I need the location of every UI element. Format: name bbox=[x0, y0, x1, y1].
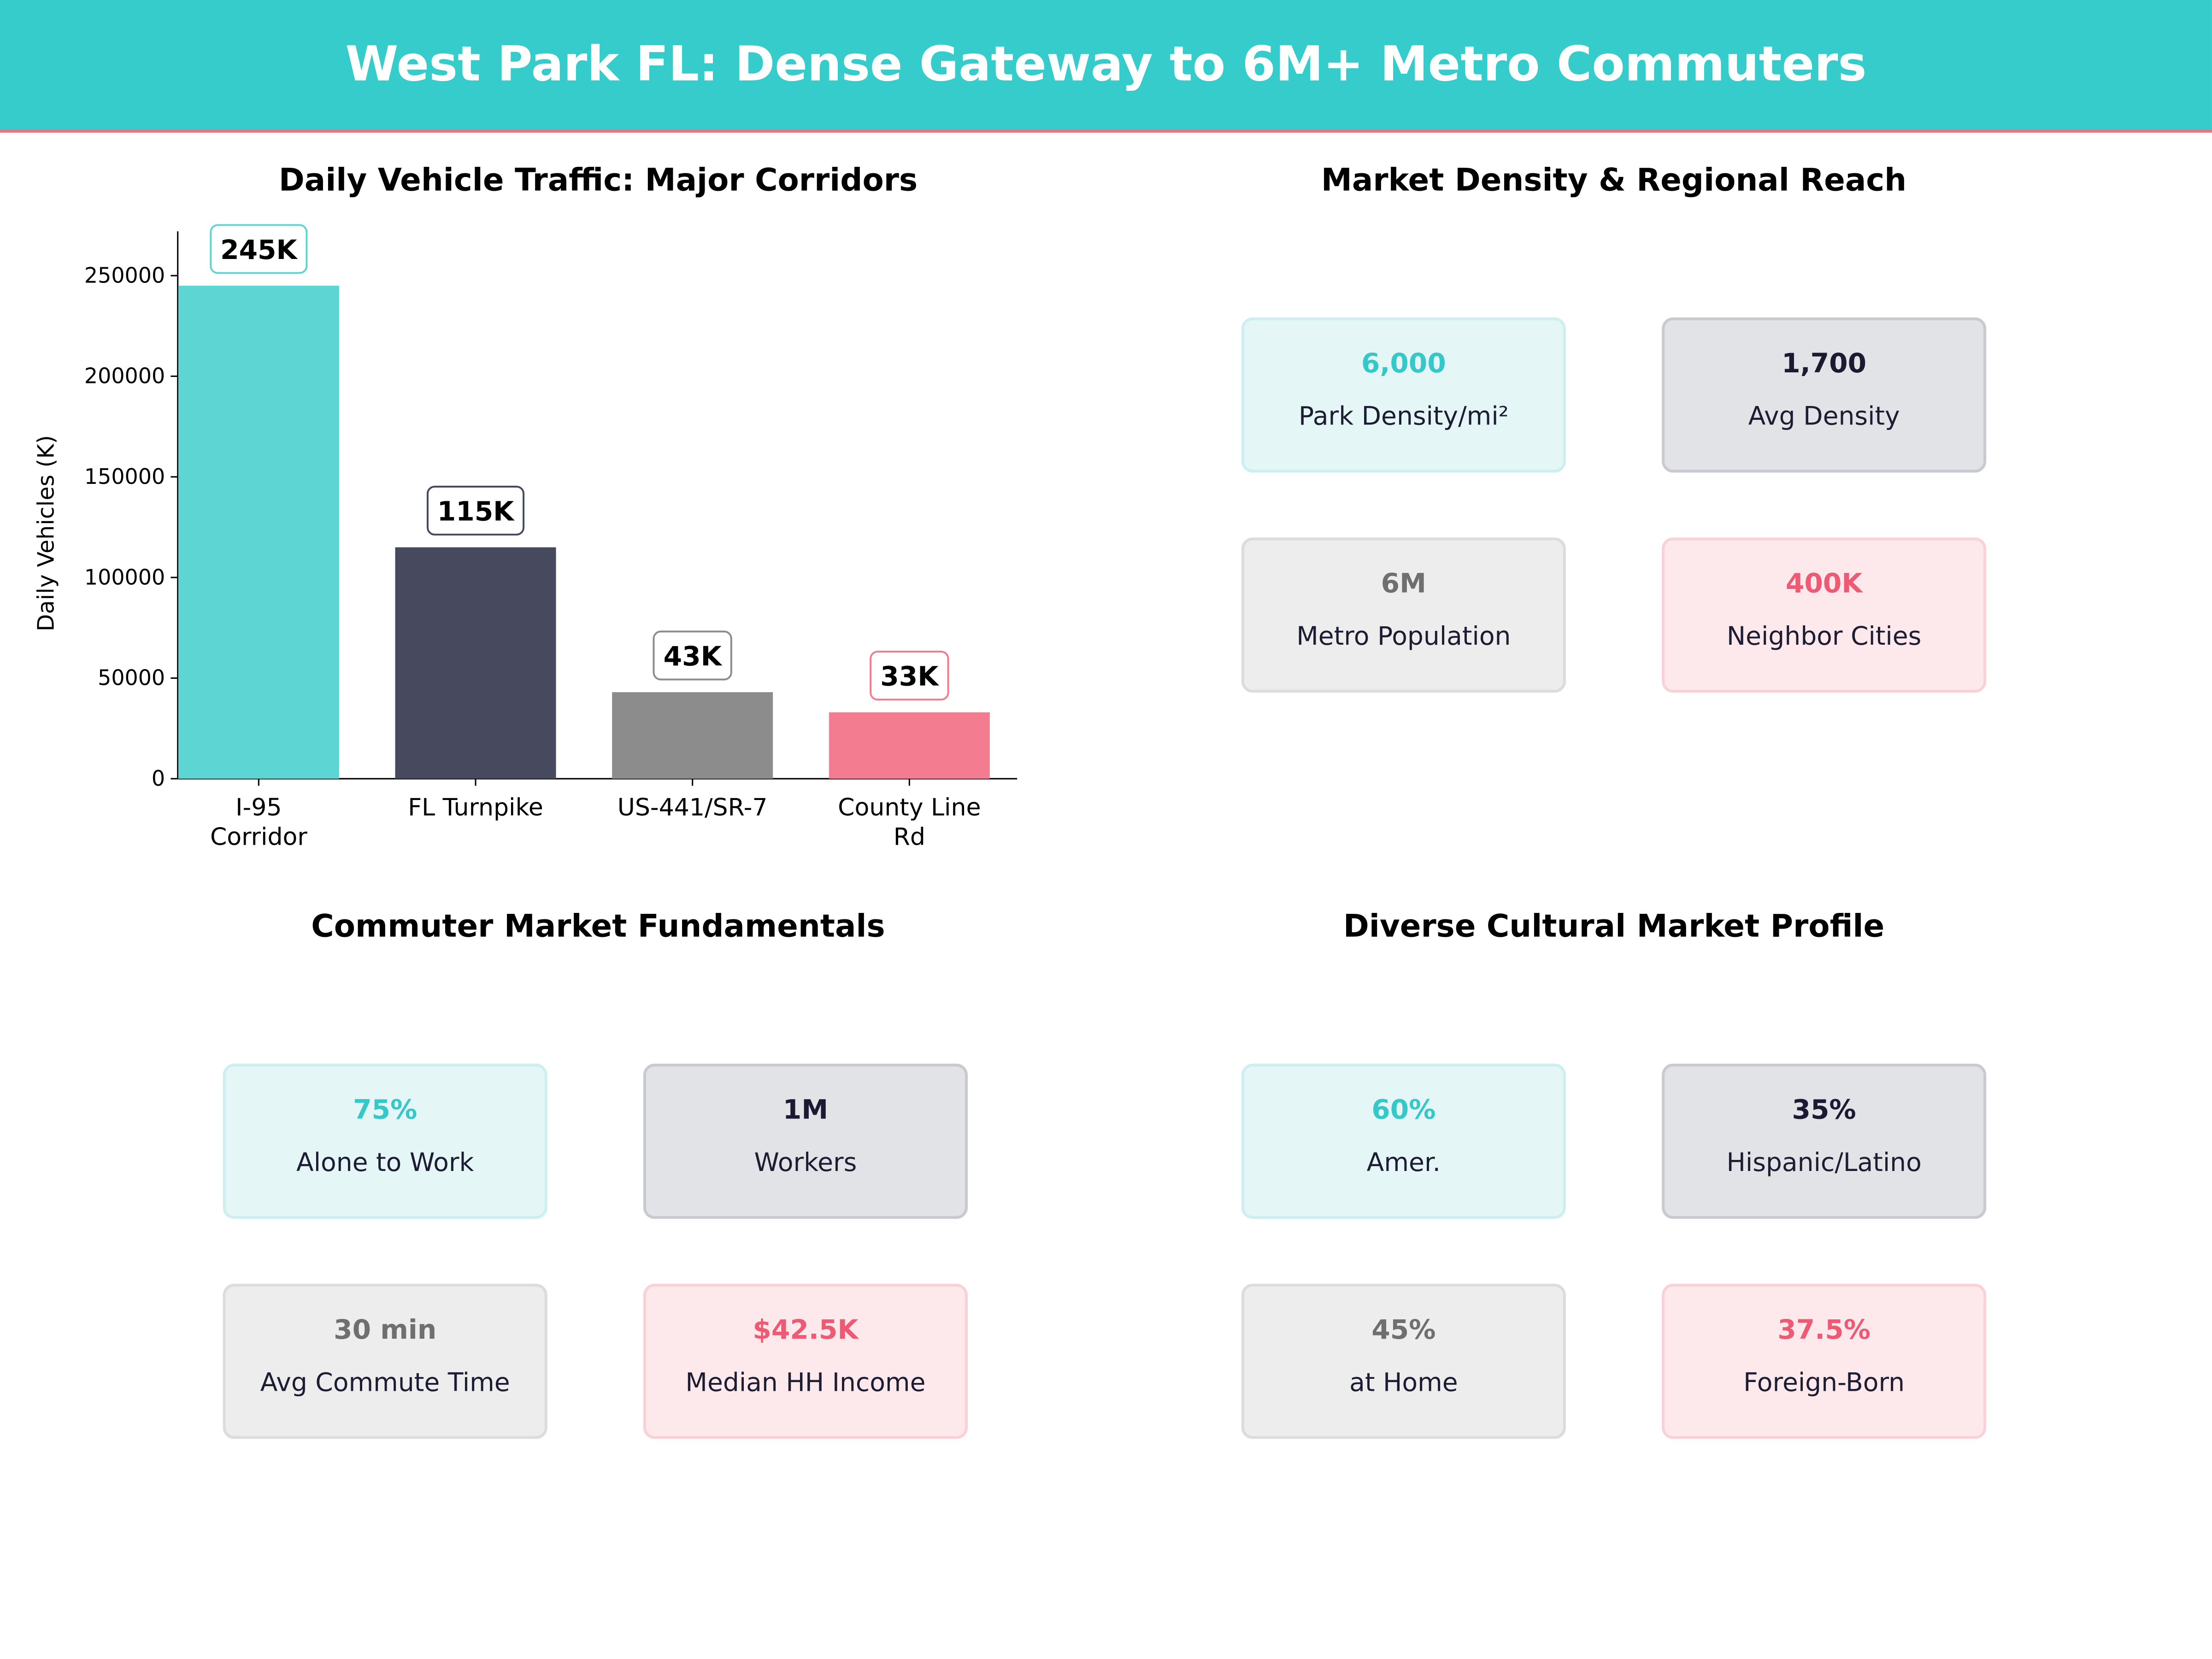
page-title: West Park FL: Dense Gateway to 6M+ Metro… bbox=[345, 36, 1867, 94]
metric-value: 6M bbox=[1381, 568, 1427, 600]
metric-card: 45% at Home bbox=[1241, 1283, 1566, 1439]
x-tick-label: I-95 bbox=[235, 794, 282, 821]
metric-label: Avg Density bbox=[1748, 402, 1900, 432]
metric-value: 400K bbox=[1785, 568, 1863, 600]
y-tick-label: 100000 bbox=[84, 565, 165, 589]
metric-label: Metro Population bbox=[1296, 622, 1511, 652]
y-tick-label: 150000 bbox=[84, 464, 165, 489]
data-label: 115K bbox=[437, 495, 515, 527]
metric-value: 6,000 bbox=[1361, 348, 1446, 380]
metric-card: 6M Metro Population bbox=[1241, 537, 1566, 693]
bar bbox=[178, 285, 339, 779]
metric-card: 75% Alone to Work bbox=[223, 1064, 547, 1219]
chart-title: Daily Vehicle Traffic: Major Corridors bbox=[278, 164, 918, 199]
metric-value: 35% bbox=[1792, 1094, 1856, 1126]
metric-card: 37.5% Foreign-Born bbox=[1662, 1283, 1987, 1439]
metric-card: 400K Neighbor Cities bbox=[1662, 537, 1987, 693]
x-tick-label: Rd bbox=[894, 824, 925, 851]
y-tick-label: 50000 bbox=[98, 665, 165, 690]
metric-card: 1M Workers bbox=[643, 1064, 968, 1219]
metric-value: $42.5K bbox=[753, 1315, 859, 1346]
panel-title-cultural: Diverse Cultural Market Profile bbox=[1343, 910, 1885, 946]
data-label-box bbox=[870, 651, 949, 701]
metric-value: 45% bbox=[1371, 1315, 1436, 1346]
data-label-box bbox=[653, 630, 732, 681]
metric-label: Avg Commute Time bbox=[260, 1368, 510, 1398]
traffic-bar-chart: 0 50000 100000 150000 200000 250000 Daily Vehi… bbox=[33, 224, 1018, 851]
metric-card: 1,700 Avg Density bbox=[1662, 317, 1987, 473]
panel-title-market-density: Market Density & Regional Reach bbox=[1321, 164, 1907, 199]
metric-card: 35% Hispanic/Latino bbox=[1662, 1064, 1987, 1219]
bar bbox=[612, 692, 773, 779]
metric-value: 30 min bbox=[334, 1315, 437, 1346]
data-label: 245K bbox=[220, 234, 298, 265]
data-label: 33K bbox=[880, 661, 939, 692]
metric-label: Workers bbox=[754, 1148, 857, 1178]
data-label-box bbox=[426, 485, 525, 536]
y-tick-label: 0 bbox=[152, 766, 165, 791]
bar bbox=[395, 547, 556, 779]
metric-value: 1M bbox=[782, 1094, 829, 1126]
metric-value: 1,700 bbox=[1782, 348, 1867, 380]
header-banner: West Park FL: Dense Gateway to 6M+ Metro… bbox=[0, 0, 2212, 133]
metric-label: Hispanic/Latino bbox=[1726, 1148, 1922, 1178]
metric-label: Park Density/mi² bbox=[1299, 402, 1509, 432]
metric-label: Amer. bbox=[1366, 1148, 1441, 1178]
metric-card: $42.5K Median HH Income bbox=[643, 1283, 968, 1439]
y-tick-label: 200000 bbox=[84, 364, 165, 388]
y-tick-label: 250000 bbox=[84, 263, 165, 288]
x-tick-label: County Line bbox=[838, 794, 981, 821]
metric-label: Alone to Work bbox=[296, 1148, 474, 1178]
data-label: 43K bbox=[664, 641, 723, 672]
metric-card: 60% Amer. bbox=[1241, 1064, 1566, 1219]
metric-value: 60% bbox=[1371, 1094, 1436, 1126]
metric-label: Median HH Income bbox=[685, 1368, 926, 1398]
metric-label: Foreign-Born bbox=[1743, 1368, 1905, 1398]
metric-card: 6,000 Park Density/mi² bbox=[1241, 317, 1566, 473]
x-tick-label: US-441/SR-7 bbox=[618, 794, 768, 821]
y-axis-label: Daily Vehicles (K) bbox=[33, 435, 59, 631]
x-tick-label: Corridor bbox=[210, 824, 307, 851]
x-tick-label: FL Turnpike bbox=[408, 794, 543, 821]
metric-card: 30 min Avg Commute Time bbox=[223, 1283, 547, 1439]
metric-value: 37.5% bbox=[1777, 1315, 1871, 1346]
metric-value: 75% bbox=[353, 1094, 418, 1126]
bar bbox=[829, 712, 990, 779]
metric-label: at Home bbox=[1349, 1368, 1458, 1398]
data-label-box bbox=[210, 224, 308, 274]
metric-label: Neighbor Cities bbox=[1726, 622, 1922, 652]
panel-title-commuter: Commuter Market Fundamentals bbox=[311, 910, 885, 946]
